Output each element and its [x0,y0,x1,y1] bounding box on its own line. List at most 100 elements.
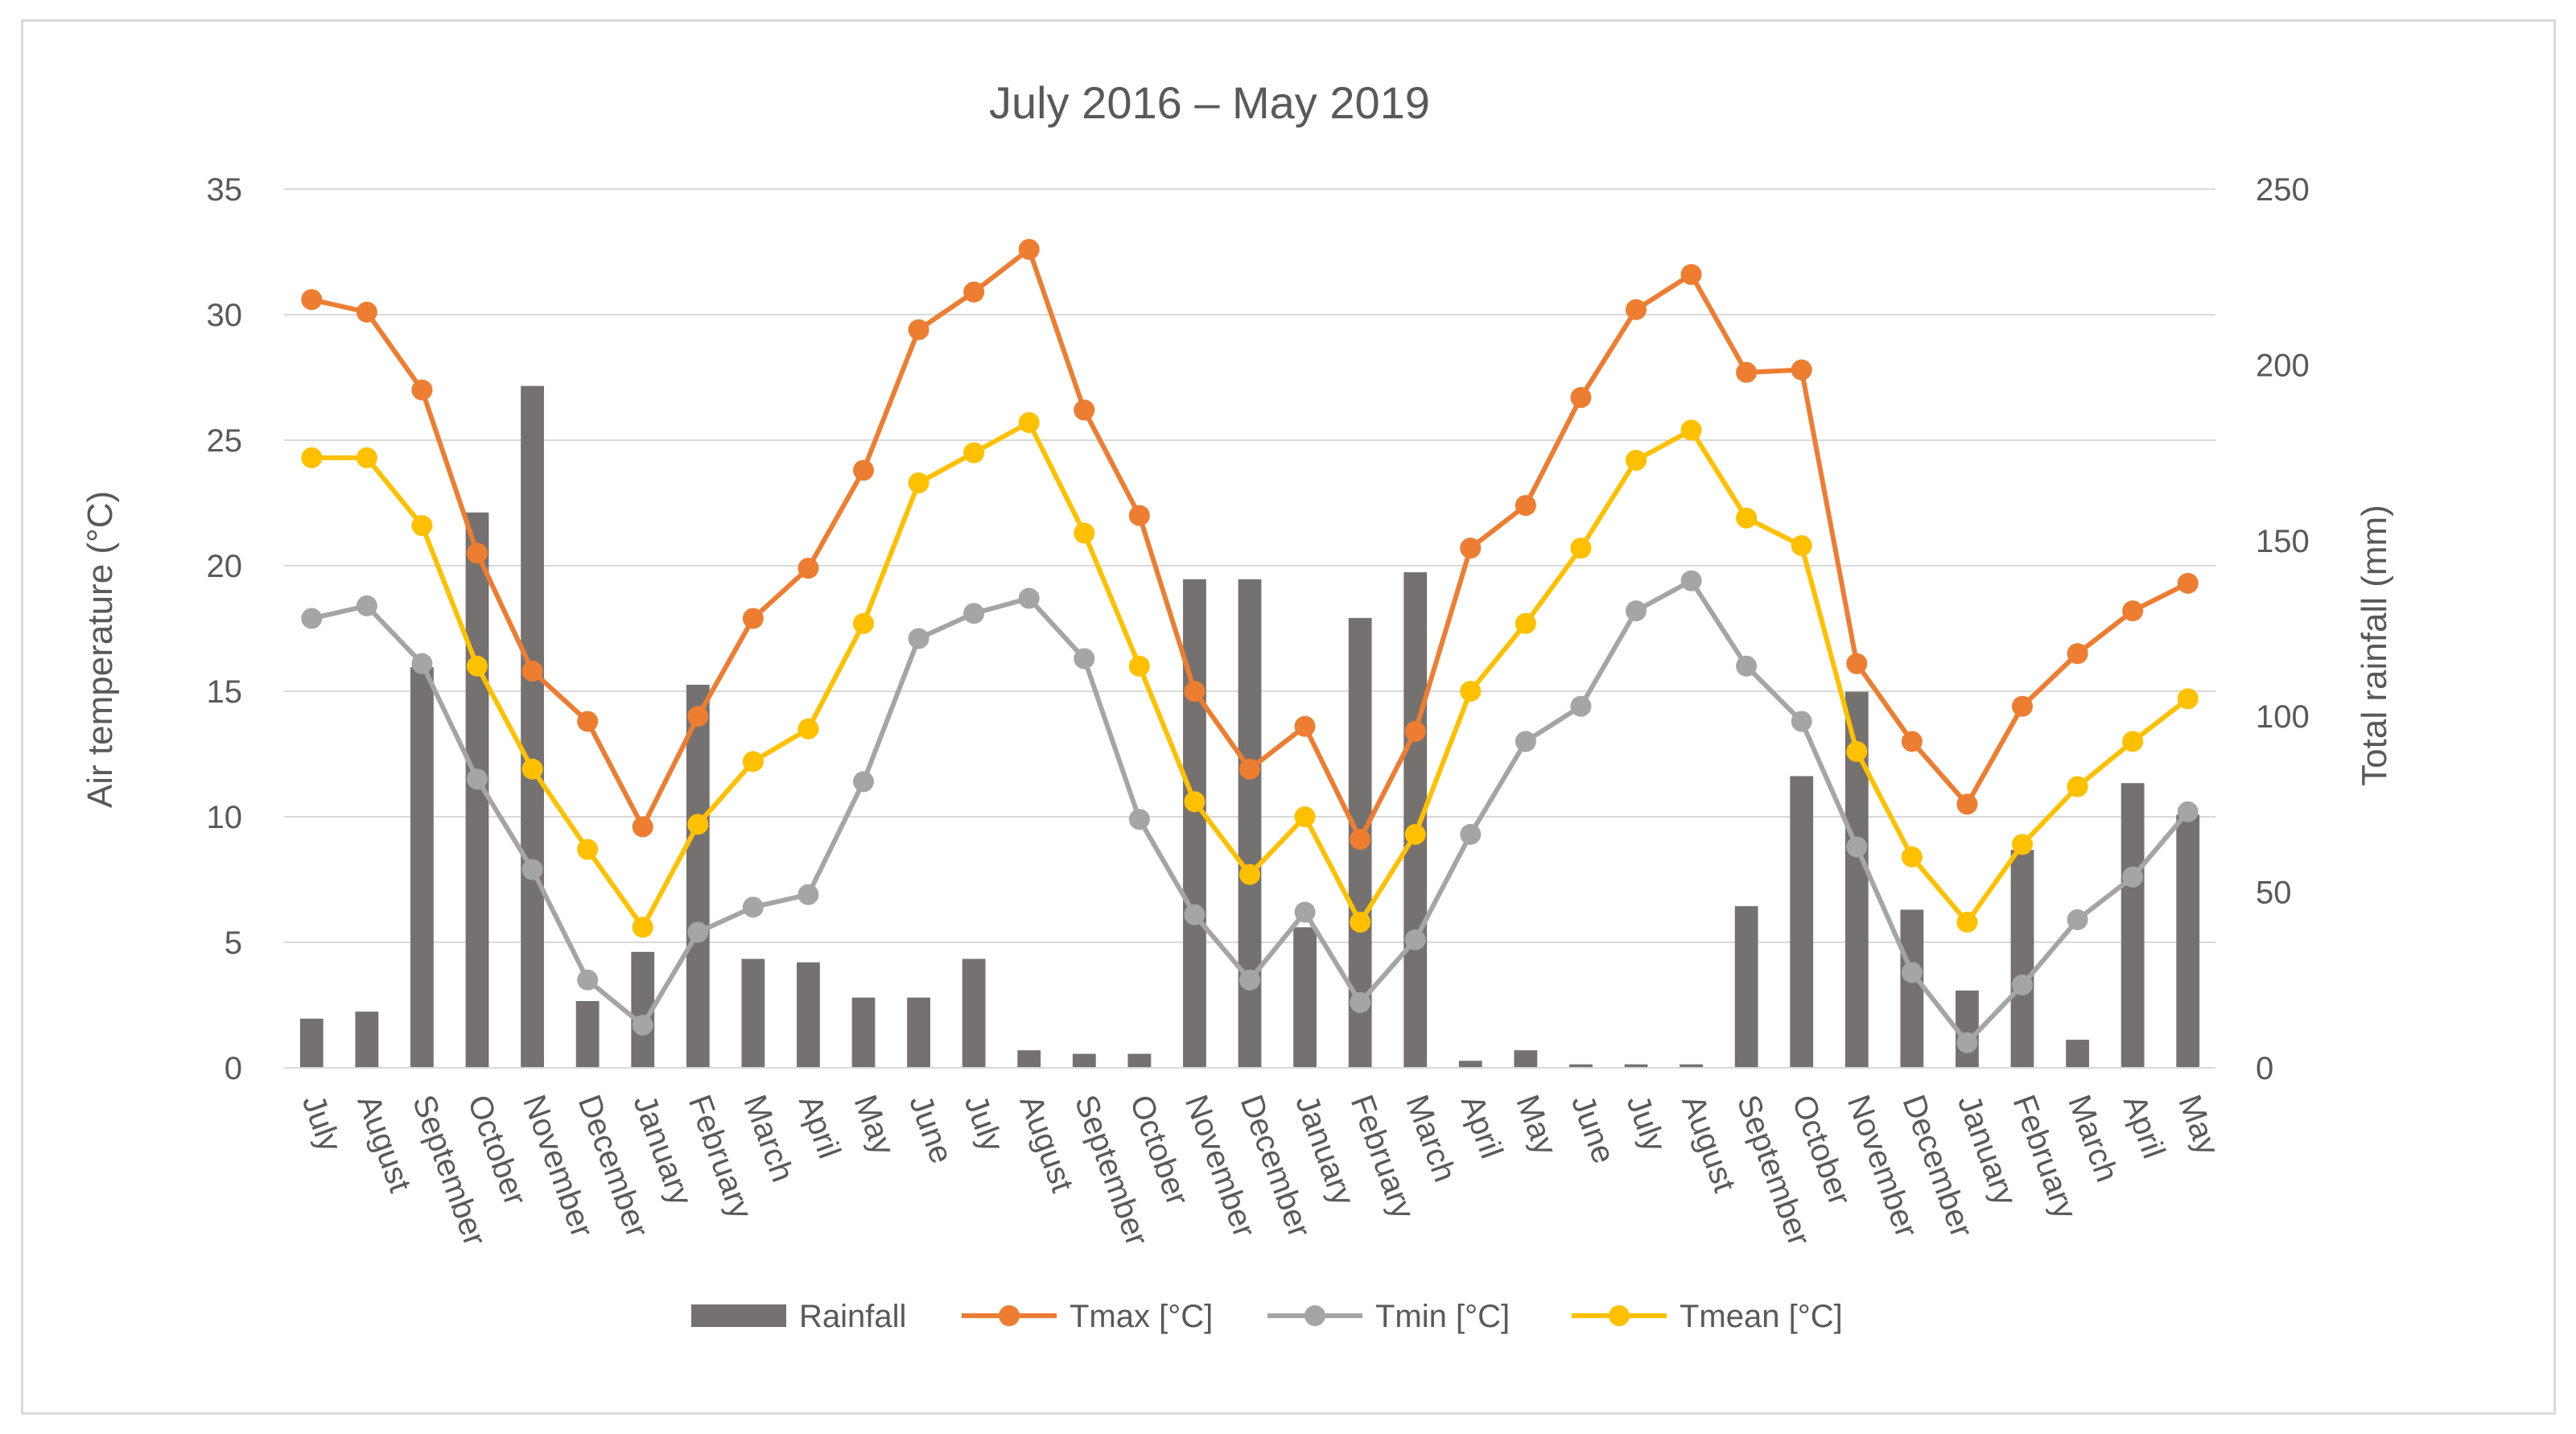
tmean-point [467,655,488,677]
tmax-point [798,558,819,579]
y-left-tick-label: 35 [207,172,243,208]
rainfall-bar [1680,1064,1703,1068]
tmean-legend-label: Tmean [°C] [1680,1299,1843,1334]
tmin-point [742,896,764,918]
tmean-point [1018,412,1040,434]
tmin-point [1956,1032,1978,1053]
tmax-point [1239,758,1260,780]
tmax-point [1736,361,1758,383]
tmin-point [1515,731,1536,752]
tmin-legend-label: Tmin [°C] [1375,1299,1510,1334]
tmean-point [1570,538,1592,559]
x-tick-label: July [958,1090,1011,1156]
tmin-point [1074,648,1095,670]
tmin-point [1404,929,1426,950]
tmean-point [1239,863,1260,885]
tmean-point [1680,419,1702,441]
y-right-tick-label: 200 [2256,348,2310,383]
tmin-point [1018,587,1040,609]
tmax-legend-marker [999,1305,1020,1326]
tmean-point [301,447,323,468]
rainfall-bar [575,1001,600,1068]
rainfall-bar [1072,1053,1096,1068]
tmin-point [798,884,819,905]
y-left-tick-label: 30 [207,298,243,333]
tmin-point [2122,866,2144,888]
tmean-point [798,718,819,740]
rainfall-bar [686,684,710,1068]
tmax-point [853,459,874,481]
tmean-point [1074,522,1095,544]
tmean-point [2122,731,2144,752]
tmax-point [1791,359,1812,381]
x-tick-label: April [792,1090,847,1163]
tmax-point [1460,538,1482,559]
rainfall-bar [521,385,544,1068]
tmax-point [1680,264,1702,286]
rainfall-bars [299,385,2200,1068]
rainfall-bar [410,667,434,1068]
tmin-point [1791,711,1812,732]
tmax-point [963,281,985,303]
y-right-tick-label: 50 [2256,876,2292,911]
tmax-point [356,301,377,323]
x-tick-label: April [2116,1090,2172,1163]
tmin-point [1901,962,1923,983]
rainfall-bar [1514,1050,1538,1068]
rainfall-bar [1238,579,1262,1068]
tmin-point [1680,570,1702,591]
tmax-point [2067,643,2088,665]
tmean-point [853,612,874,634]
x-tick-label: May [847,1090,901,1160]
tmin-point [1570,695,1592,717]
tmean-point [1736,507,1758,529]
x-tick-label: July [1620,1090,1673,1156]
tmean-point [521,758,543,780]
tmean-point [1791,535,1812,557]
legend: Rainfall Tmax [°C] Tmin [°C] Tmean [°C] [691,1299,1843,1334]
tmin-point [1626,600,1647,622]
tmax-point [1018,238,1040,260]
tmax-legend-label: Tmax [°C] [1070,1299,1213,1334]
tmin-point [1294,901,1316,923]
y-right-tick-label: 150 [2256,524,2310,559]
tmin-point [521,859,543,880]
tmean-point [2012,834,2033,855]
tmax-point [908,319,929,340]
tmean-point [632,917,653,938]
tmin-legend-marker [1304,1305,1325,1326]
chart-title: July 2016 – May 2019 [989,77,1430,128]
rainfall-bar [2010,850,2034,1068]
tmin-point [577,969,599,991]
tmean-point [2177,688,2199,710]
rainfall-bar [1458,1061,1482,1068]
tmax-point [577,711,599,732]
tmax-point [521,661,543,682]
tmean-point [356,447,377,468]
tmin-point [1350,991,1371,1013]
rainfall-bar [851,997,876,1068]
tmin-point [411,653,433,674]
x-tick-label: May [2171,1090,2225,1160]
tmean-point [963,442,985,464]
tmax-point [1074,399,1095,421]
tmin-point [1460,823,1482,845]
rainfall-bar [2066,1040,2089,1068]
tmean-point [411,515,433,537]
tmax-point [1404,720,1426,742]
rainfall-bar [355,1012,379,1068]
tmax-point [467,542,488,564]
tmax-point [632,816,653,838]
x-tick-label: April [1454,1090,1510,1163]
rainfall-bar [1403,572,1428,1068]
tmax-point [2012,695,2033,717]
tmin-point [1846,836,1868,858]
tmean-point [1350,912,1371,933]
rainfall-bar [2121,783,2145,1068]
tmean-point [1626,449,1647,471]
rainfall-bar [1734,906,1758,1068]
rainfall-legend-swatch [691,1304,786,1327]
tmax-point [2177,572,2199,594]
y-left-tick-label: 20 [207,549,243,584]
